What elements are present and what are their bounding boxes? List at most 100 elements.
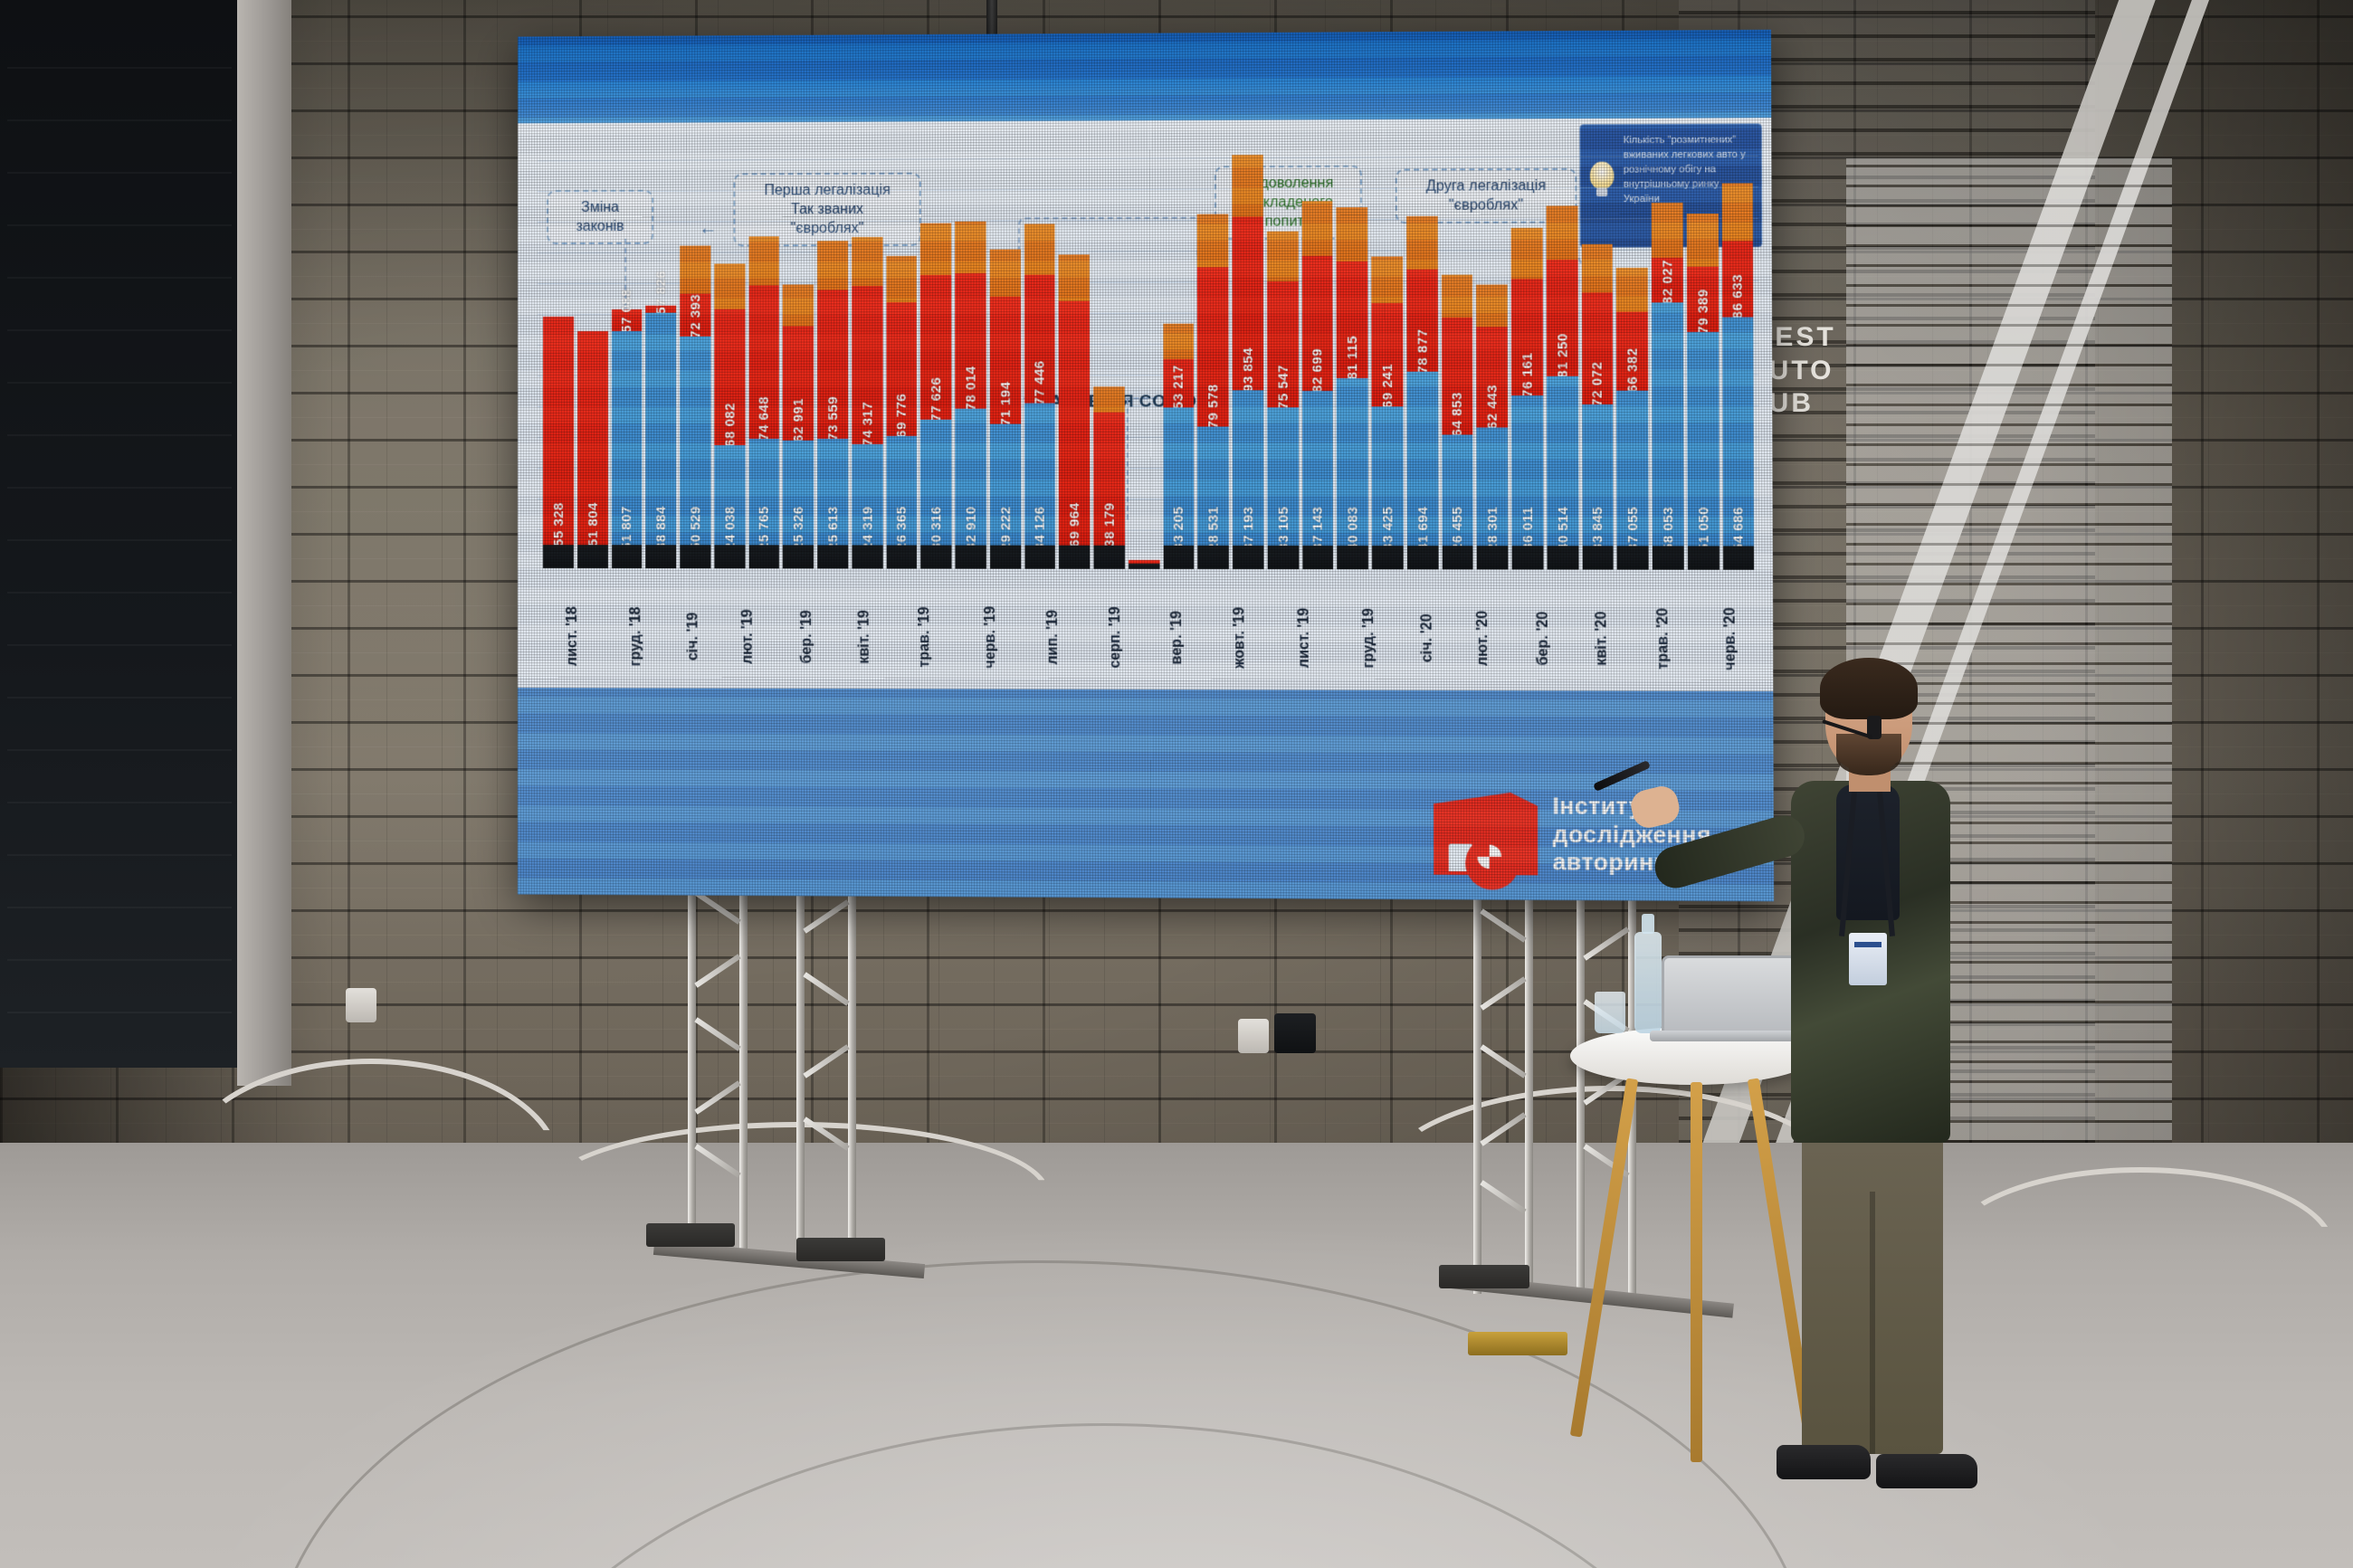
bar-segment-base: [1652, 546, 1684, 570]
x-axis-tick: бер. '19: [780, 577, 834, 741]
chart-bar: 62 443 28 301: [1476, 128, 1509, 570]
x-axis-tick: січ. '20: [1403, 578, 1453, 743]
bar-segment-orange: [714, 263, 746, 309]
presenter-beard: [1836, 734, 1901, 775]
chart-bar: 69 776 26 365: [886, 130, 918, 569]
wah-line-1: WEST: [1747, 322, 1836, 352]
bar-segment-orange: [1686, 213, 1719, 267]
x-axis-tick-label: лют. '20: [1475, 610, 1491, 667]
chart-bar: 75 547 33 105: [1266, 129, 1299, 570]
bar-segment-base: [1616, 546, 1649, 570]
floor-sheen: [0, 1143, 2353, 1568]
bar-segment-orange: [1232, 154, 1263, 217]
bar-segment-red: 53 217: [1162, 359, 1195, 410]
bar-blue-label: 25 765: [756, 506, 772, 551]
bar-segment-base: [783, 545, 814, 569]
bar-segment-orange: [1058, 254, 1091, 301]
bar-segment-red: 81 250: [1546, 260, 1578, 378]
bar-segment-base: [1722, 546, 1755, 570]
table-leg-2: [1691, 1082, 1702, 1462]
bar-segment-orange: [1301, 201, 1333, 256]
bar-segment-blue: 41 694: [1406, 371, 1439, 551]
chart-bar: 64 853 26 455: [1441, 128, 1473, 570]
bar-segment-red: 73 559: [816, 290, 849, 441]
chart-bar: [1128, 129, 1160, 569]
bar-segment-red: 93 854: [1232, 216, 1264, 392]
bar-segment-base: [989, 545, 1021, 569]
bar-segment-blue: 33 205: [1162, 407, 1195, 551]
bar-segment-orange: [1405, 215, 1438, 270]
truss-foot-left-b: [796, 1238, 885, 1261]
bar-segment-red: 82 027: [1651, 257, 1683, 304]
bar-blue-label: 54 686: [1730, 506, 1747, 552]
bar-total-label: 53 217: [1170, 365, 1186, 410]
bar-total-label: 69 776: [893, 393, 910, 438]
bar-segment-base: [1301, 545, 1334, 570]
bar-segment-blue: 40 514: [1546, 375, 1578, 551]
x-axis-tick-label: лют. '19: [740, 609, 757, 664]
bar-segment-red: 86 633: [1721, 241, 1754, 318]
bar-total-label: 66 382: [1624, 347, 1641, 393]
x-axis-tick-label: квіт. '20: [1593, 611, 1610, 666]
bar-segment-base: [1442, 546, 1473, 570]
bar-blue-label: 40 514: [1554, 506, 1571, 552]
x-axis-tick-label: трав. '19: [917, 606, 933, 668]
bar-segment-orange: [1371, 256, 1403, 304]
bar-segment-base: [1232, 545, 1264, 570]
bar-segment-red: 69 964: [1058, 300, 1091, 547]
bar-total-label: 77 446: [1032, 360, 1048, 405]
bar-segment-red: 79 389: [1686, 266, 1719, 334]
bar-segment-blue: 29 222: [989, 423, 1021, 551]
x-axis-tick: груд. '19: [1338, 578, 1399, 743]
x-axis-tick: вер. '19: [1150, 578, 1205, 743]
chart-bar: 72 393 50 529: [680, 131, 711, 569]
floor-cable-1: [181, 1059, 561, 1167]
bar-segment-orange: [955, 221, 986, 273]
bar-segment-red: 57 826: [645, 271, 677, 315]
bar-total-label: 73 559: [824, 395, 841, 441]
bar-total-label: 78 014: [962, 366, 979, 411]
bar-total-label: 69 964: [1066, 502, 1082, 547]
headset-earpiece-icon: [1867, 716, 1881, 739]
bar-total-label: 62 443: [1484, 384, 1500, 430]
bar-segment-blue: 51 050: [1686, 331, 1720, 551]
x-axis-tick-label: бер. '19: [798, 610, 814, 664]
doorway: [0, 0, 244, 1068]
bar-segment-red: 51 804: [576, 330, 608, 546]
bar-blue-label: 51 050: [1695, 506, 1711, 552]
chart-bar: 76 161 36 011: [1510, 128, 1544, 570]
bar-total-label: 81 250: [1554, 333, 1570, 378]
wall-column: [237, 0, 291, 1086]
bar-segment-orange: [851, 236, 882, 287]
bar-segment-blue: 25 326: [783, 440, 814, 550]
x-axis-tick: квіт. '20: [1574, 579, 1629, 745]
floor-cable-4: [1946, 1167, 2335, 1249]
bar-blue-label: 24 319: [859, 506, 875, 551]
bar-segment-blue: 25 613: [817, 438, 849, 550]
laptop[interactable]: [1650, 955, 1815, 1041]
water-glass: [1595, 992, 1625, 1033]
bar-total-label: 77 626: [928, 376, 944, 422]
bar-segment-blue: 32 910: [955, 408, 986, 551]
chart-bar: 73 559 25 613: [816, 131, 849, 569]
led-screen[interactable]: Інститут дослідження авторинку Кількість…: [517, 29, 1775, 902]
x-axis-tick: квіт. '19: [837, 578, 891, 742]
bar-segment-blue: 36 011: [1511, 394, 1544, 551]
bar-segment-base: [817, 545, 849, 569]
chart-bar: 79 389 51 050: [1686, 128, 1720, 570]
bar-blue-label: 37 193: [1240, 506, 1256, 551]
chart-bar: 82 027 58 053: [1651, 128, 1684, 570]
bar-segment-orange: [886, 255, 918, 303]
bar-total-label: 64 853: [1449, 392, 1465, 437]
bar-segment-blue: 30 316: [920, 419, 952, 550]
x-axis-tick-label: черв. '19: [982, 605, 999, 669]
bar-blue-label: 41 694: [1415, 506, 1431, 552]
x-axis-tick: серп. '19: [1085, 578, 1148, 743]
presenter-badge: [1849, 933, 1887, 985]
bar-segment-blue: 37 055: [1616, 390, 1649, 551]
bar-segment-base: [576, 545, 608, 569]
led-screen-wrapper: Інститут дослідження авторинку Кількість…: [517, 29, 1775, 902]
bar-segment-base: [1163, 545, 1195, 570]
bar-segment-base: [1547, 546, 1579, 570]
bar-total-label: 69 241: [1379, 363, 1396, 409]
